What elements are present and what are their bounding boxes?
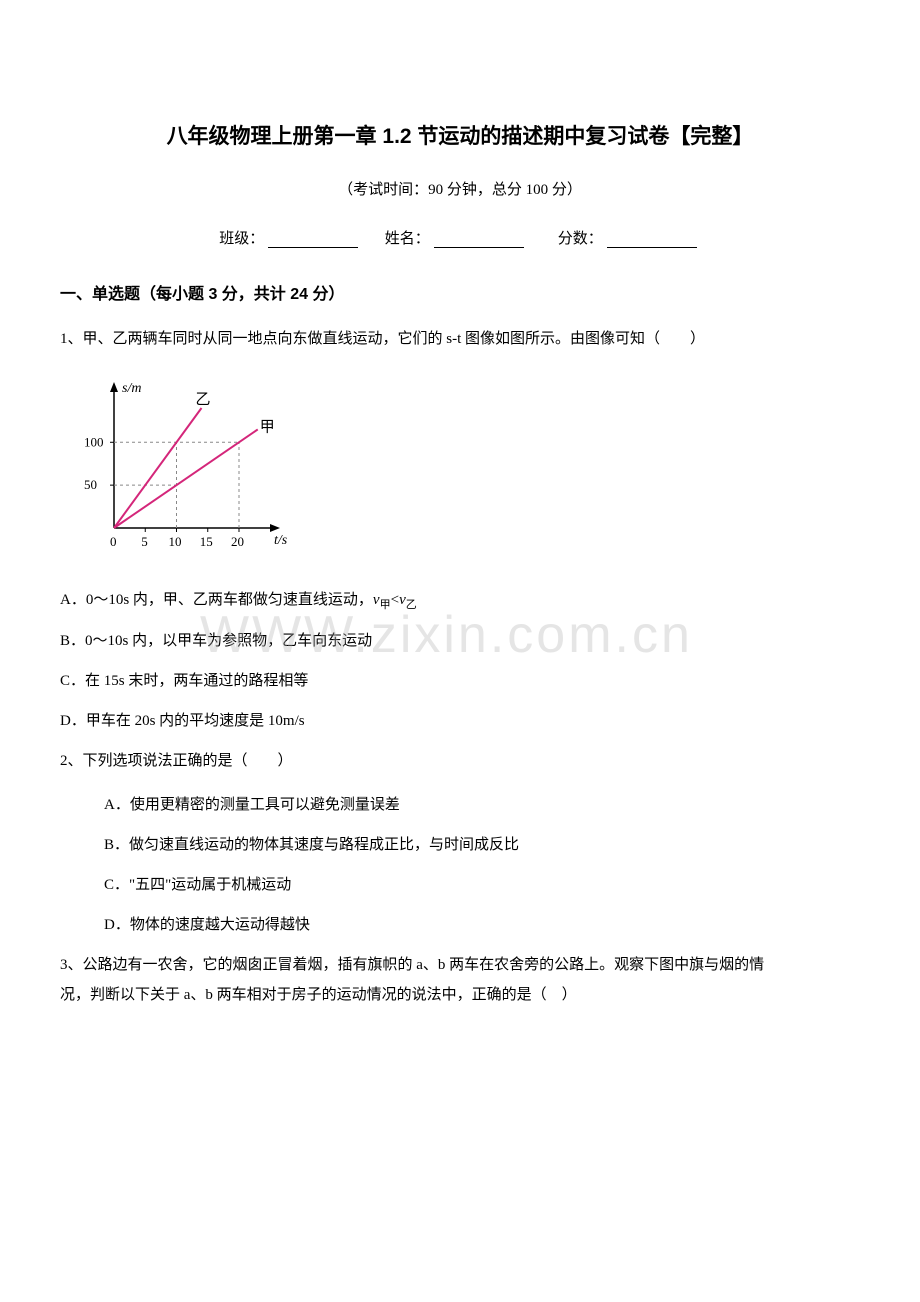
svg-text:乙: 乙 — [196, 392, 211, 408]
q2-option-c: C．"五四"运动属于机械运动 — [104, 870, 860, 900]
svg-text:0: 0 — [110, 534, 117, 549]
q1-opta-sub1: 甲 — [380, 599, 391, 611]
st-chart: s/m t/s 0 5 10 15 20 50 100 乙甲 — [74, 368, 860, 563]
q1-opta-sub2: 乙 — [406, 599, 417, 611]
q2-option-d: D．物体的速度越大运动得越快 — [104, 910, 860, 940]
question-1-stem: 1、甲、乙两辆车同时从同一地点向东做直线运动，它们的 s-t 图像如图所示。由图… — [60, 324, 860, 354]
student-info-line: 班级： 姓名： 分数： — [60, 227, 860, 248]
svg-text:15: 15 — [200, 534, 213, 549]
score-blank[interactable] — [607, 229, 697, 248]
class-label: 班级： — [219, 231, 264, 247]
svg-text:t/s: t/s — [274, 533, 288, 548]
svg-text:10: 10 — [169, 534, 182, 549]
q1-opta-lt: < — [391, 592, 399, 608]
q2-option-a: A．使用更精密的测量工具可以避免测量误差 — [104, 790, 860, 820]
name-blank[interactable] — [434, 229, 524, 248]
question-3-stem-line2: 况，判断以下关于 a、b 两车相对于房子的运动情况的说法中，正确的是（ ） — [60, 980, 860, 1010]
svg-text:100: 100 — [84, 434, 104, 449]
question-3-stem-line1: 3、公路边有一农舍，它的烟囱正冒着烟，插有旗帜的 a、b 两车在农舍旁的公路上。… — [60, 950, 860, 980]
exam-info: （考试时间：90 分钟，总分 100 分） — [60, 178, 860, 199]
svg-text:20: 20 — [231, 534, 244, 549]
q1-opta-prefix: A．0～10s 内，甲、乙两车都做匀速直线运动， — [60, 592, 373, 608]
class-blank[interactable] — [268, 229, 358, 248]
name-label: 姓名： — [385, 231, 430, 247]
svg-text:5: 5 — [141, 534, 148, 549]
q1-option-a: A．0～10s 内，甲、乙两车都做匀速直线运动，v甲<v乙 — [60, 585, 860, 616]
svg-text:甲: 甲 — [260, 419, 275, 435]
q1-option-b: B．0～10s 内，以甲车为参照物，乙车向东运动 — [60, 626, 860, 656]
q1-option-d: D．甲车在 20s 内的平均速度是 10m/s — [60, 706, 860, 736]
q1-opta-v2: v — [399, 592, 406, 608]
q2-option-b: B．做匀速直线运动的物体其速度与路程成正比，与时间成反比 — [104, 830, 860, 860]
svg-text:50: 50 — [84, 477, 97, 492]
page-title: 八年级物理上册第一章 1.2 节运动的描述期中复习试卷【完整】 — [60, 120, 860, 150]
score-label: 分数： — [558, 231, 603, 247]
svg-text:s/m: s/m — [122, 381, 141, 396]
q1-opta-v1: v — [373, 592, 380, 608]
section-1-header: 一、单选题（每小题 3 分，共计 24 分） — [60, 280, 860, 304]
question-2-stem: 2、下列选项说法正确的是（ ） — [60, 746, 860, 776]
q1-option-c: C．在 15s 末时，两车通过的路程相等 — [60, 666, 860, 696]
